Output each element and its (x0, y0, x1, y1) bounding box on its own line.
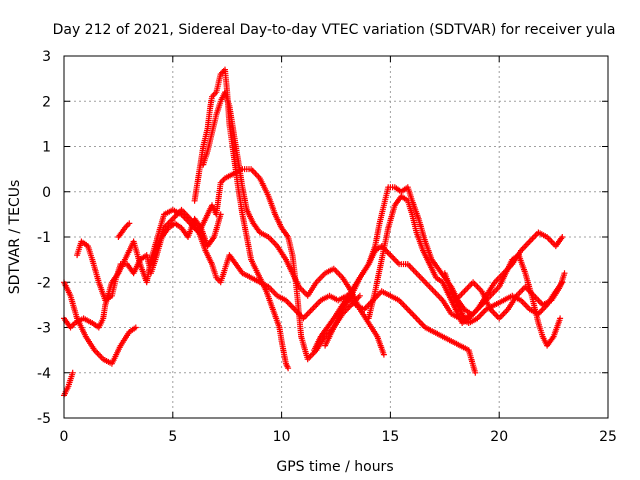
series-sat-g (191, 66, 292, 372)
series-sat-e (115, 220, 133, 240)
plot-frame (63, 55, 609, 419)
y-tick-label: 0 (42, 185, 51, 201)
series-sat-a (61, 279, 139, 367)
series-sat-d (74, 211, 224, 304)
y-tick-label: -5 (37, 411, 51, 427)
y-tick-label: 2 (42, 94, 51, 110)
data-point-marker (472, 369, 479, 376)
chart-title: Day 212 of 2021, Sidereal Day-to-day VTE… (53, 22, 616, 38)
data-point-marker (285, 365, 292, 372)
series-sat-c (61, 369, 76, 399)
data-point-marker (557, 315, 564, 322)
data-point-marker (217, 211, 224, 218)
data-point-marker (126, 220, 133, 227)
y-tick-label: 3 (42, 49, 51, 65)
series-sat-h (200, 89, 387, 358)
x-tick-label: 10 (273, 429, 291, 445)
y-tick-label: -4 (37, 366, 51, 382)
data-point-marker (559, 234, 566, 240)
series-sat-m (452, 270, 568, 322)
data-point-marker (356, 292, 363, 299)
x-tick-label: 15 (381, 429, 399, 445)
x-tick-label: 0 (60, 429, 69, 445)
x-tick-label: 20 (490, 429, 508, 445)
x-tick-label: 25 (599, 429, 617, 445)
data-point-marker (380, 351, 387, 358)
x-axis-label: GPS time / hours (276, 459, 393, 475)
grid-lines (64, 56, 608, 418)
x-tick-label: 5 (168, 429, 177, 445)
y-axis-label: SDTVAR / TECUs (7, 180, 23, 295)
y-tick-label: 1 (42, 140, 51, 156)
y-tick-label: -2 (37, 275, 51, 291)
y-tick-label: -3 (37, 321, 51, 337)
y-tick-label: -1 (37, 230, 51, 246)
series-sat-j (322, 243, 566, 349)
data-point-marker (561, 270, 568, 277)
data-points (61, 66, 568, 399)
axis-ticks: 0 5 10 15 20 25 -5 -4 -3 -2 -1 0 1 2 3 (37, 49, 617, 445)
data-point-marker (69, 369, 76, 376)
data-point-marker (132, 324, 139, 331)
